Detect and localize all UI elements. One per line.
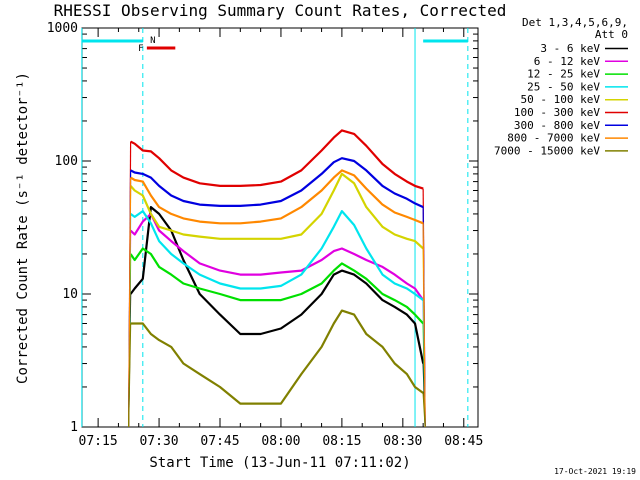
legend-label: 12 - 25 keV <box>527 68 600 81</box>
series-dropoff <box>422 393 426 428</box>
legend-label: 800 - 7000 keV <box>507 132 600 145</box>
legend-label: 300 - 800 keV <box>514 119 600 132</box>
legend-label: 6 - 12 keV <box>534 55 601 68</box>
x-tick-label: 07:15 <box>79 434 118 449</box>
series-line-9 <box>130 309 424 405</box>
y-tick-label: 1000 <box>47 21 78 36</box>
y-axis-label: Corrected Count Rate (s⁻¹ detector⁻¹) <box>15 72 31 384</box>
legend-label: 100 - 300 keV <box>514 106 600 119</box>
x-tick-label: 07:45 <box>200 434 239 449</box>
series-line-2 <box>129 212 425 301</box>
night-flag-label: N <box>150 36 155 46</box>
x-tick-label: 08:30 <box>383 434 422 449</box>
series-line-8 <box>130 169 424 225</box>
x-tick-label: 08:15 <box>322 434 361 449</box>
legend-label: 7000 - 15000 keV <box>494 144 600 157</box>
footer-date: 17-Oct-2021 19:19 <box>554 467 636 476</box>
plot-frame <box>81 27 479 428</box>
series-line-7 <box>130 157 424 209</box>
legend-label: 25 - 50 keV <box>527 80 600 93</box>
series-line-5 <box>129 172 424 250</box>
flare-flag-label: F <box>138 44 143 54</box>
series-dropoff <box>422 223 426 428</box>
legend-label: 3 - 6 keV <box>540 42 600 55</box>
y-tick-label: 10 <box>62 287 78 302</box>
y-tick-label: 100 <box>55 154 78 169</box>
legend <box>605 47 628 152</box>
series-line-6 <box>130 129 424 190</box>
series-rise <box>128 323 132 428</box>
chart-title: RHESSI Observing Summary Count Rates, Co… <box>54 1 507 20</box>
series-line-1 <box>129 206 425 364</box>
y-tick-label: 1 <box>70 420 78 435</box>
legend-header-line-1: Det 1,3,4,5,6,9, <box>522 16 628 29</box>
legend-header-line-2: Att 0 <box>595 28 628 41</box>
series-line-4 <box>129 210 424 301</box>
series-line-3 <box>129 247 425 325</box>
x-axis-label: Start Time (13-Jun-11 07:11:02) <box>149 455 410 471</box>
legend-label: 50 - 100 keV <box>521 93 601 106</box>
x-tick-label: 07:30 <box>139 434 178 449</box>
x-tick-label: 08:00 <box>261 434 300 449</box>
plot-area: 1 10 100 1000 07:15 07:30 07:45 08:00 08:15 08:30… <box>47 21 601 449</box>
x-tick-label: 08:45 <box>444 434 483 449</box>
